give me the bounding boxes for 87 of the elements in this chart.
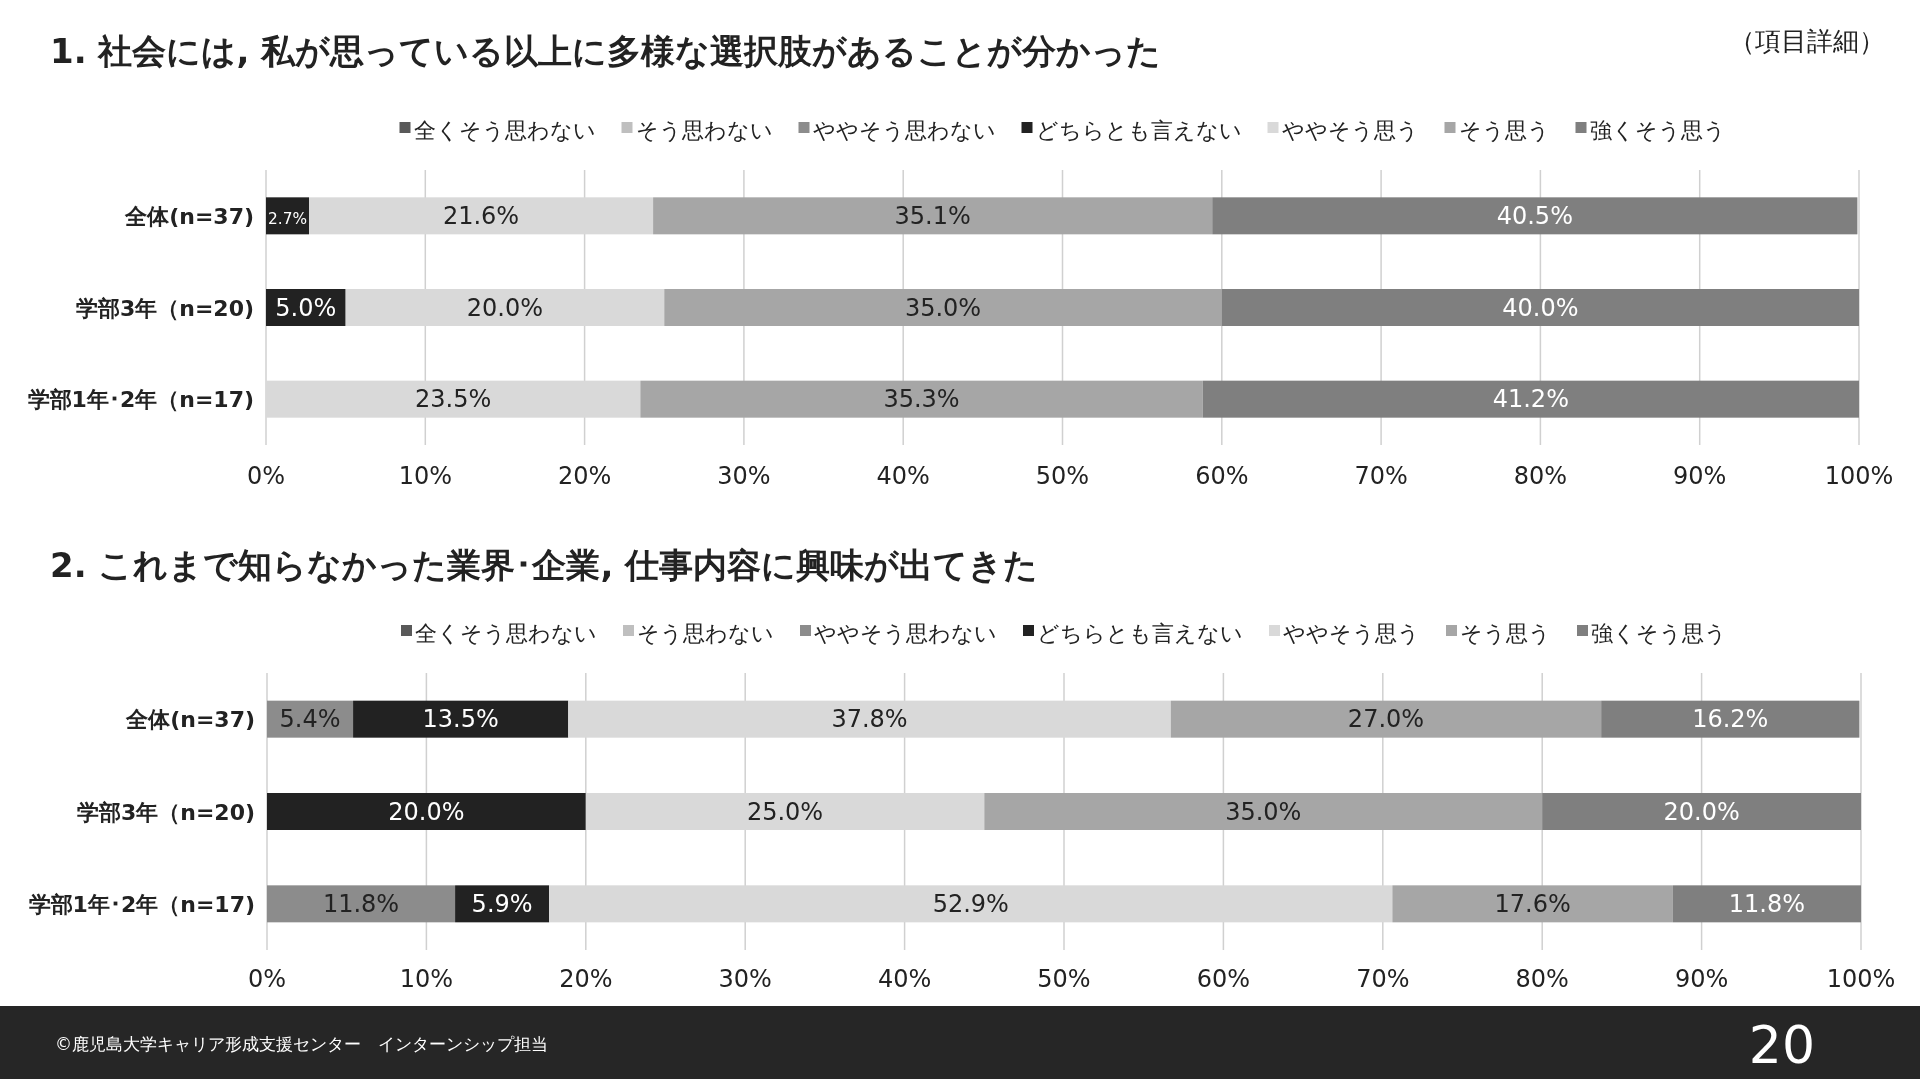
data-label: 11.8%: [322, 889, 400, 918]
x-tick-label: 0%: [247, 965, 287, 993]
data-label: 41.2%: [1492, 385, 1569, 414]
x-tick-label: 40%: [876, 462, 930, 490]
y-tick-label: 学部3年（n=20): [75, 295, 254, 321]
x-tick-label: 30%: [717, 462, 771, 490]
x-tick-label: 20%: [557, 462, 612, 490]
data-label: 52.9%: [932, 889, 1009, 918]
data-label: 11.8%: [1728, 889, 1806, 918]
legend-label: ややそう思わない: [812, 118, 996, 143]
data-label: 20.0%: [466, 293, 544, 322]
x-tick-label: 10%: [398, 462, 452, 490]
legend-label: そう思う: [1458, 118, 1550, 143]
bar: [1202, 380, 1859, 418]
data-label: 27.0%: [1347, 705, 1425, 734]
bar: [353, 700, 569, 738]
x-tick-label: 60%: [1196, 965, 1251, 993]
bar: [653, 197, 1213, 235]
bar: [1672, 885, 1861, 923]
bar: [1542, 793, 1861, 830]
data-label: 35.0%: [1225, 797, 1302, 826]
data-label: 17.6%: [1494, 889, 1571, 918]
y-tick-label: 全体(n=37): [124, 203, 254, 229]
data-label: 20.0%: [1663, 797, 1740, 826]
x-tick-label: 80%: [1515, 965, 1569, 993]
data-label: 21.6%: [442, 201, 520, 230]
data-label: 40.5%: [1496, 201, 1573, 230]
x-tick-label: 50%: [1037, 965, 1091, 993]
legend-label: そう思わない: [635, 118, 773, 143]
x-tick-label: 100%: [1826, 965, 1896, 993]
x-tick-label: 30%: [718, 965, 772, 993]
x-tick-label: 0%: [246, 462, 286, 490]
data-label: 13.5%: [422, 705, 499, 734]
x-tick-label: 40%: [877, 965, 932, 993]
legend-label: どちらとも言えない: [1037, 621, 1243, 646]
y-tick-label: 全体(n=37): [125, 707, 255, 733]
data-label: 20.0%: [388, 797, 465, 826]
legend-label: 強くそう思う: [1591, 621, 1727, 646]
data-label: 5.0%: [275, 293, 337, 322]
text: 20: [1748, 1015, 1815, 1075]
data-label: 35.1%: [894, 201, 971, 230]
bar: [1221, 289, 1859, 326]
data-label: 23.5%: [415, 385, 492, 414]
legend-label: そう思う: [1460, 621, 1551, 646]
bar: [267, 793, 586, 830]
bar: [664, 289, 1222, 326]
data-label: 5.4%: [279, 705, 341, 734]
legend-label: そう思わない: [637, 621, 774, 646]
x-tick-label: 90%: [1674, 965, 1729, 993]
y-tick-label: 学部1年･2年（n=17): [27, 387, 254, 413]
x-tick-label: 70%: [1356, 965, 1410, 993]
bar: [1170, 700, 1602, 738]
x-tick-label: 10%: [399, 965, 454, 993]
legend-label: ややそう思う: [1283, 621, 1420, 646]
bar: [640, 380, 1203, 418]
legend-label: 全くそう思わない: [415, 621, 597, 646]
chart-title: 2. これまで知らなかった業界･企業, 仕事内容に興味が出てきた: [50, 545, 1039, 585]
x-tick-label: 80%: [1513, 462, 1568, 490]
data-label: 40.0%: [1502, 293, 1579, 322]
data-label: 16.2%: [1692, 705, 1769, 734]
chart-title: 1. 社会には, 私が思っている以上に多様な選択肢があることが分かった: [50, 31, 1162, 71]
x-tick-label: 90%: [1673, 462, 1727, 490]
bar: [1601, 700, 1860, 738]
legend-label: 全くそう思わない: [413, 118, 596, 143]
data-label: 35.0%: [904, 293, 982, 322]
text: （項目詳細）: [1729, 26, 1885, 56]
legend-label: ややそう思う: [1281, 118, 1419, 143]
legend-label: 強くそう思う: [1589, 118, 1726, 143]
y-tick-label: 学部1年･2年（n=17): [28, 891, 255, 917]
data-label: 5.9%: [471, 889, 533, 918]
text: ©鹿児島大学キャリア形成支援センター インターンシップ担当: [55, 1034, 548, 1054]
legend-label: どちらとも言えない: [1035, 118, 1242, 143]
data-label: 25.0%: [746, 797, 824, 826]
legend-label: ややそう思わない: [814, 621, 997, 646]
bar: [267, 885, 456, 923]
bar: [984, 793, 1543, 830]
data-label: 37.8%: [831, 705, 908, 734]
y-tick-label: 学部3年（n=20): [76, 799, 255, 825]
x-tick-label: 60%: [1195, 462, 1249, 490]
data-label: 35.3%: [883, 385, 960, 414]
data-label: 2.7%: [268, 209, 307, 228]
x-tick-label: 70%: [1354, 462, 1408, 490]
bar: [1392, 885, 1673, 923]
x-tick-label: 50%: [1035, 462, 1090, 490]
bar: [1212, 197, 1858, 235]
x-tick-label: 20%: [559, 965, 613, 993]
x-tick-label: 100%: [1824, 462, 1894, 490]
